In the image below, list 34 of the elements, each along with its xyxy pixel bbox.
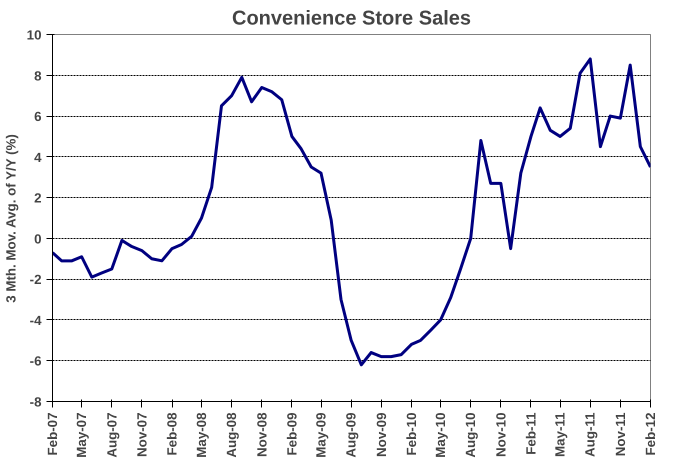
x-tick-label: Nov-11 xyxy=(612,412,628,456)
y-tick-label: 0 xyxy=(34,231,42,246)
y-tick-label: -8 xyxy=(30,394,42,410)
x-tick-label: May-10 xyxy=(433,412,448,458)
x-tick-label: Feb-07 xyxy=(45,412,60,456)
x-tick-label: Aug-09 xyxy=(344,412,359,458)
y-tick-label: 8 xyxy=(34,68,42,84)
chart-title: Convenience Store Sales xyxy=(232,8,471,30)
x-tick-label: Aug-10 xyxy=(463,412,478,458)
x-tick-label: May-11 xyxy=(552,412,568,457)
x-tick-label: Aug-07 xyxy=(104,412,120,458)
y-axis-title: 3 Mth. Mov. Avg. of Y/Y (%) xyxy=(4,134,19,303)
x-tick-label: Nov-09 xyxy=(374,412,389,457)
y-tick-label: 4 xyxy=(34,150,42,165)
x-tick-label: Nov-10 xyxy=(493,412,508,457)
x-tick-label: Nov-07 xyxy=(134,412,150,457)
y-tick-label: 6 xyxy=(34,109,42,124)
x-tick-label: Aug-08 xyxy=(224,412,240,458)
line-series xyxy=(52,57,650,366)
x-tick-label: Feb-10 xyxy=(404,412,419,456)
y-tick-label: -2 xyxy=(30,272,42,288)
x-tick-label: Feb-09 xyxy=(284,412,300,456)
y-tick-label: -6 xyxy=(30,354,42,369)
y-tick-label: 2 xyxy=(34,190,42,206)
x-tick-label: May-08 xyxy=(194,412,210,458)
x-tick-label: Feb-08 xyxy=(164,412,180,456)
y-tick-label: -4 xyxy=(30,312,42,328)
x-tick-label: Feb-11 xyxy=(523,412,538,455)
x-tick-label: May-07 xyxy=(74,412,90,458)
x-tick-label: Feb-12 xyxy=(643,412,658,456)
y-tick-label: 10 xyxy=(26,28,42,42)
x-tick-label: Nov-08 xyxy=(254,412,270,457)
x-tick-label: May-09 xyxy=(314,412,329,458)
x-tick-label: Aug-11 xyxy=(582,412,598,457)
